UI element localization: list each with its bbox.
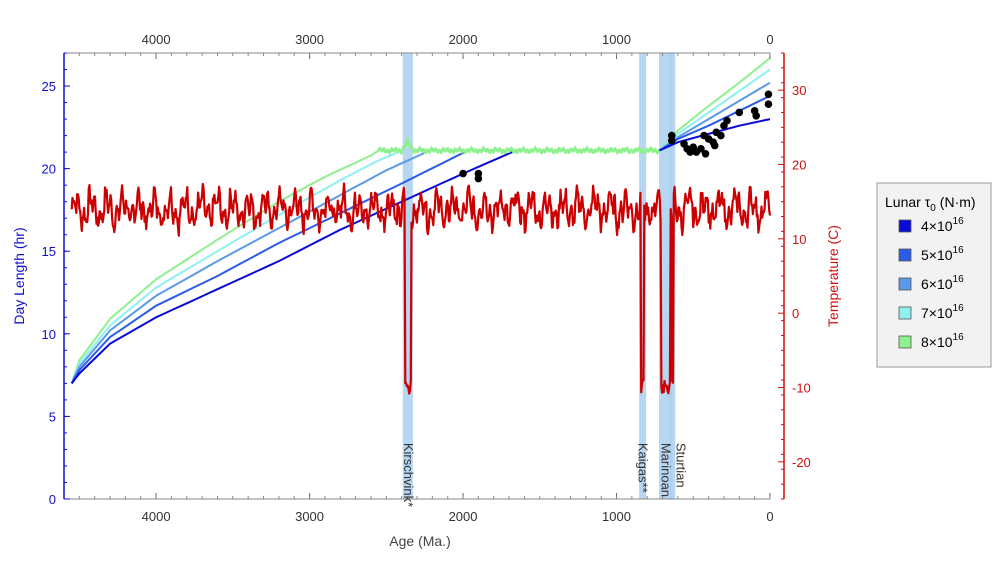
legend-label-2: 6×1016: [921, 274, 964, 292]
legend-label-0: 4×1016: [921, 216, 964, 234]
glaciation-labels: Kirschvink* Kaigas** Marinoan Sturtian: [401, 443, 689, 507]
recent-branch-0: [659, 118, 771, 152]
y-right-tick-label-4: 20: [792, 158, 806, 173]
legend-swatch-3: [898, 306, 912, 320]
x-tick-label-bottom-4: 0: [766, 509, 773, 524]
legend-label-base: 6×10: [921, 276, 953, 292]
y-left-tick-label-2: 10: [42, 327, 56, 342]
data-point-0: [459, 169, 467, 178]
y-left-tick-label-4: 20: [42, 162, 56, 177]
legend-label-base: 4×10: [921, 218, 953, 234]
x-tick-label-bottom-1: 3000: [295, 509, 324, 524]
glaciation-label-1: Kaigas**: [636, 443, 651, 493]
plateau-curve: [377, 135, 661, 156]
data-point-19: [723, 116, 731, 125]
legend-label-4: 8×1016: [921, 332, 964, 350]
legend-label-1: 5×1016: [921, 245, 964, 263]
legend-title-sub: 0: [930, 203, 936, 214]
legend-title-prefix: Lunar τ: [885, 194, 931, 210]
glaciation-band-1: [639, 53, 647, 499]
x-tick-label-top-0: 4000: [142, 32, 171, 47]
glaciation-label-0: Kirschvink*: [401, 443, 416, 507]
data-point-23: [764, 90, 773, 99]
legend-swatch-4: [898, 335, 912, 349]
data-point-22: [752, 111, 760, 120]
legend-label-3: 7×1016: [921, 303, 964, 321]
legend-swatch-2: [898, 277, 912, 291]
legend-box: [876, 182, 992, 368]
legend-title: Lunar τ0 (N·m): [885, 194, 976, 214]
legend-label-exp: 16: [953, 245, 965, 256]
legend-swatch-0: [898, 219, 912, 233]
data-points: [459, 90, 773, 183]
temperature-line: [70, 182, 772, 395]
glaciation-label-2: Marinoan: [659, 443, 674, 497]
y-left-tick-label-1: 5: [49, 409, 56, 424]
glaciation-label-3: Sturtian: [674, 443, 689, 488]
axes: 4000 4000 3000 3000 2000 2000 1000 1000 0 0 0 5 10 15…: [11, 32, 841, 549]
data-point-17: [717, 131, 725, 140]
data-point-2: [474, 174, 483, 183]
day-length-curve-0: [70, 151, 513, 385]
x-tick-label-bottom-3: 1000: [602, 509, 631, 524]
x-tick-label-bottom-2: 2000: [449, 509, 478, 524]
day-length-curves: [70, 57, 771, 385]
x-tick-label-top-4: 0: [766, 32, 773, 47]
x-axis-title: Age (Ma.): [389, 533, 450, 549]
day-length-curve-3: [70, 151, 399, 384]
y-right-tick-label-3: 10: [792, 232, 806, 247]
legend-label-exp: 16: [953, 303, 965, 314]
day-length-curve-4: [70, 149, 380, 384]
legend: Lunar τ0 (N·m)4×10165×10166×10167×10168×1…: [876, 182, 992, 368]
y-left-tick-label-5: 25: [42, 79, 56, 94]
data-point-10: [697, 145, 705, 153]
legend-swatch-1: [898, 248, 912, 262]
y-right-tick-label-2: 0: [792, 306, 799, 321]
y-left-tick-label-3: 15: [42, 244, 56, 259]
temperature-series: [70, 182, 772, 395]
data-point-15: [710, 141, 719, 150]
x-tick-label-top-2: 2000: [449, 32, 478, 47]
glaciation-bands: [402, 53, 676, 499]
day-length-curve-1: [70, 151, 466, 384]
legend-title-suffix: (N·m): [940, 194, 976, 210]
x-tick-label-top-3: 1000: [602, 32, 631, 47]
y-right-tick-label-1: -10: [792, 381, 811, 396]
legend-label-base: 8×10: [921, 334, 953, 350]
legend-label-exp: 16: [953, 216, 965, 227]
day-length-curve-2: [70, 151, 427, 384]
glaciation-band-0: [402, 53, 413, 499]
legend-label-base: 7×10: [921, 305, 953, 321]
x-tick-label-top-1: 3000: [295, 32, 324, 47]
legend-label-exp: 16: [953, 332, 965, 343]
y-left-axis-title: Day Length (hr): [11, 227, 27, 324]
y-right-axis-title: Temperature (C): [825, 225, 841, 327]
data-point-24: [764, 100, 773, 109]
y-right-tick-label-5: 30: [792, 83, 806, 98]
data-point-11: [701, 149, 710, 158]
x-tick-label-bottom-0: 4000: [142, 509, 171, 524]
y-right-tick-label-0: -20: [792, 455, 811, 470]
legend-label-base: 5×10: [921, 247, 953, 263]
data-point-4: [667, 136, 676, 145]
y-left-tick-label-0: 0: [49, 492, 56, 507]
data-point-20: [735, 108, 744, 117]
legend-label-exp: 16: [953, 274, 965, 285]
